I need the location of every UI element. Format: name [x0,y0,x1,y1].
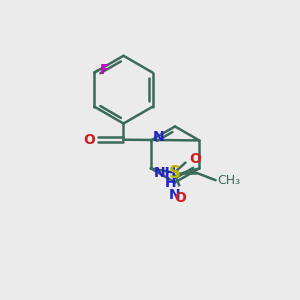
Text: N: N [169,188,181,202]
Text: O: O [83,133,95,147]
Text: O: O [174,191,186,205]
Text: S: S [168,164,180,182]
Text: O: O [189,152,201,166]
Text: NH: NH [153,166,177,180]
Text: H: H [165,176,177,190]
Text: N: N [153,130,164,144]
Text: F: F [100,63,109,77]
Text: CH₃: CH₃ [217,174,240,187]
